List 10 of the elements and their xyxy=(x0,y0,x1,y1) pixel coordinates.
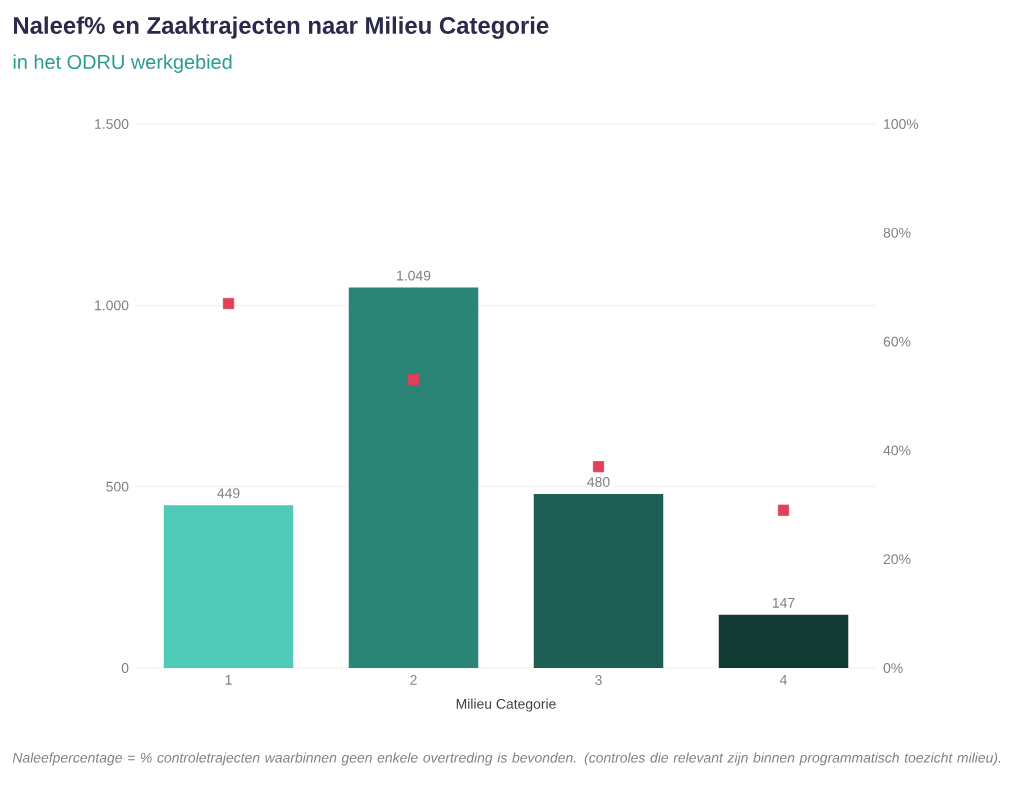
bar xyxy=(348,287,479,668)
bar xyxy=(163,505,294,668)
bar xyxy=(718,614,849,668)
point xyxy=(592,461,605,473)
chart-subtitle: in het ODRU werkgebied xyxy=(13,54,232,73)
point xyxy=(407,374,420,386)
point xyxy=(222,297,235,310)
chart-title: Naleef% en Zaaktrajecten naar Milieu Categorie xyxy=(13,16,549,39)
bar xyxy=(533,493,664,668)
point xyxy=(777,504,790,516)
